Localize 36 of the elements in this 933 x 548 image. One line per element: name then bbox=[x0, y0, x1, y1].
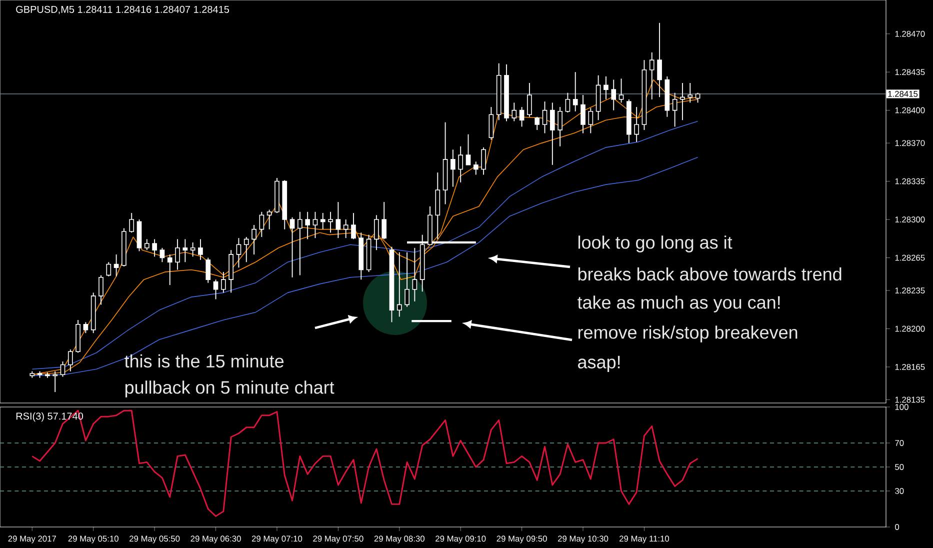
y-tick-label: 1.28200 bbox=[895, 326, 925, 332]
annotation: remove risk/stop breakeven bbox=[578, 326, 798, 342]
y-tick-label: 1.28265 bbox=[895, 254, 925, 261]
y-tick-label: 1.28300 bbox=[895, 216, 925, 222]
y-tick-label: 1.28400 bbox=[895, 107, 925, 114]
x-tick-label: 29 May 06:30 bbox=[190, 536, 241, 544]
annotation: this is the 15 minute bbox=[124, 354, 284, 368]
y-tick-label: 1.28165 bbox=[895, 364, 925, 370]
y-tick-label: 0 bbox=[895, 524, 900, 530]
x-tick-label: 29 May 07:10 bbox=[252, 536, 302, 544]
annotation: take as much as you can! bbox=[578, 296, 780, 312]
y-tick-label: 100 bbox=[895, 404, 908, 410]
annotation: breaks back above towards trend bbox=[578, 267, 842, 281]
annotation: asap! bbox=[578, 356, 620, 372]
x-tick-label: 29 May 08:30 bbox=[374, 536, 425, 544]
x-tick-label: 29 May 05:10 bbox=[68, 536, 118, 544]
y-tick-label: 1.28370 bbox=[895, 140, 925, 146]
x-tick-label: 29 May 10:30 bbox=[558, 536, 608, 544]
y-tick-label: 1.28235 bbox=[895, 288, 925, 294]
text: GBPUSD,M5 1.28411 1.28416 1.28407 1.28415 bbox=[16, 6, 230, 14]
x-tick-label: 29 May 05:50 bbox=[130, 536, 180, 544]
annotation: look to go long as it bbox=[578, 236, 732, 252]
x-tick-label: 29 May 2017 bbox=[8, 536, 56, 544]
y-tick-label: 70 bbox=[895, 440, 904, 446]
y-tick-label: 1.28470 bbox=[895, 30, 925, 37]
ref-line-label: 1.28415 bbox=[888, 90, 918, 97]
annotation: pullback on 5 minute chart bbox=[125, 380, 334, 398]
x-tick-label: 29 May 09:50 bbox=[496, 536, 547, 544]
y-tick-label: 1.28335 bbox=[895, 178, 925, 184]
x-tick-label: 29 May 09:10 bbox=[436, 536, 486, 544]
y-tick-label: 50 bbox=[895, 464, 904, 470]
y-tick-label: 1.28435 bbox=[895, 69, 925, 76]
y-tick-label: 30 bbox=[895, 488, 904, 494]
x-tick-label: 29 May 07:50 bbox=[313, 536, 364, 544]
x-tick-label: 29 May 11:10 bbox=[620, 536, 670, 544]
y-tick-label: 1.28135 bbox=[895, 396, 925, 403]
